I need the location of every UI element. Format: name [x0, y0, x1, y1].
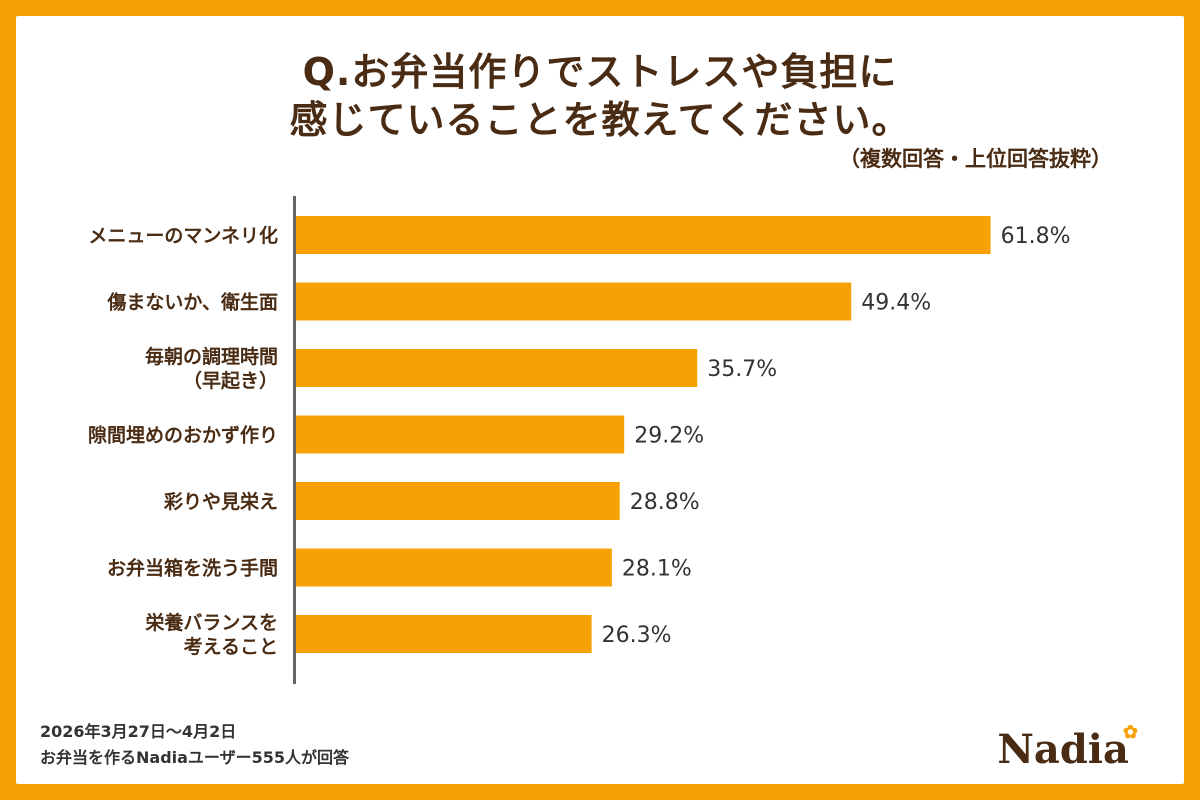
logo-star-icon: ✿ [1122, 722, 1138, 743]
value-label-7: 26.3% [602, 623, 672, 648]
value-label-6: 28.1% [622, 557, 692, 582]
category-label-7-line-2: 考えること [184, 636, 278, 658]
category-label-7-line-1: 栄養バランスを [144, 611, 278, 634]
bar-4 [296, 415, 625, 454]
bar-1 [296, 216, 991, 254]
y-axis-line [293, 196, 296, 684]
bar-7 [296, 615, 592, 653]
bar-6 [296, 548, 612, 587]
value-label-5: 28.8% [630, 490, 700, 515]
chart-title: Q.お弁当作りでストレスや負担に 感じていることを教えてください。 [0, 48, 1200, 144]
survey-sample: お弁当を作るNadiaユーザー555人が回答 [40, 748, 350, 767]
value-label-1: 61.8% [1001, 224, 1071, 249]
title-line-2: 感じていることを教えてください。 [289, 98, 911, 142]
category-label-6: お弁当箱を洗う手間 [107, 557, 278, 580]
category-label-2: 傷まないか、衛生面 [106, 291, 278, 314]
bar-2 [296, 282, 852, 321]
bar-3 [296, 349, 698, 387]
value-label-2: 49.4% [861, 291, 931, 316]
chart-panel [16, 16, 1184, 784]
logo-text: Nadia [997, 726, 1129, 773]
value-label-3: 35.7% [707, 357, 777, 382]
category-label-5: 彩りや見栄え [163, 490, 278, 513]
survey-period: 2026年3月27日～4月2日 [40, 722, 237, 741]
chart-subtitle: （複数回答・上位回答抜粋） [839, 147, 1112, 171]
bar-5 [296, 482, 620, 520]
nadia-logo: Nadia ✿ [997, 722, 1144, 773]
value-label-4: 29.2% [634, 424, 704, 449]
category-label-3-line-2: （早起き） [183, 369, 278, 392]
category-label-3-line-1: 毎朝の調理時間 [145, 345, 278, 368]
category-label-1: メニューのマンネリ化 [88, 224, 278, 247]
category-label-4: 隙間埋めのおかず作り [88, 424, 278, 447]
title-line-1: Q.お弁当作りでストレスや負担に [302, 50, 898, 94]
